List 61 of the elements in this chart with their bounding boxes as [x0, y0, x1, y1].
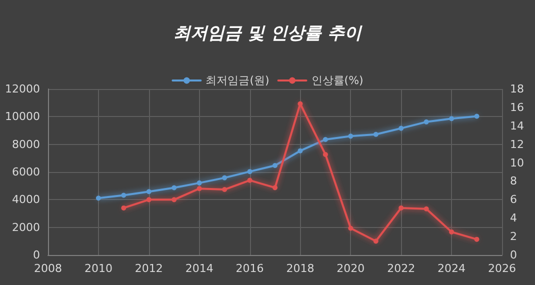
point [474, 236, 480, 242]
point [172, 185, 177, 190]
point [196, 186, 202, 192]
point [146, 189, 152, 194]
y2-tick-label: 2 [510, 230, 517, 244]
legend-label: 인상률(%) [311, 74, 364, 87]
x-tick-label: 2022 [387, 262, 416, 275]
x-tick-label: 2026 [488, 262, 516, 275]
y-tick-label: 4000 [12, 193, 40, 206]
point [272, 163, 278, 168]
point [322, 152, 328, 157]
y-tick-label: 12000 [5, 82, 40, 96]
point [247, 178, 252, 183]
point [322, 136, 328, 142]
y2-tick-label: 18 [510, 82, 524, 96]
point [222, 175, 228, 180]
point [449, 116, 454, 122]
point [222, 187, 228, 192]
point [96, 196, 101, 201]
point [121, 205, 126, 210]
point [247, 169, 252, 174]
point [373, 238, 378, 244]
x-tick-label: 2014 [185, 262, 214, 275]
y-tick-label: 2000 [12, 220, 40, 234]
point [348, 134, 354, 139]
x-tick-label: 2008 [34, 262, 62, 275]
y2-tick-label: 6 [510, 193, 517, 206]
point [424, 119, 429, 124]
point [348, 226, 354, 231]
point [121, 192, 126, 198]
y2-tick-label: 10 [510, 156, 524, 170]
point [398, 205, 404, 210]
point [424, 206, 429, 212]
point [474, 114, 480, 119]
point [172, 197, 177, 202]
x-tick-label: 2020 [336, 262, 365, 275]
point [398, 126, 404, 131]
y2-tick-label: 4 [510, 212, 517, 225]
y-tick-label: 6000 [12, 166, 40, 178]
x-tick-label: 2016 [236, 262, 264, 275]
y-tick-label: 0 [33, 248, 40, 262]
x-tick-label: 2012 [134, 262, 163, 275]
y2-tick-label: 12 [510, 138, 524, 151]
x-tick-label: 2024 [438, 262, 466, 275]
y2-tick-label: 0 [510, 248, 517, 262]
legend-label: 최저임금(원) [206, 74, 270, 87]
point [373, 132, 378, 137]
chart-title: 최저임금 및 인상률 추이 [174, 24, 362, 44]
point [298, 101, 303, 106]
x-tick-label: 2010 [84, 262, 112, 275]
point [272, 185, 278, 190]
point [449, 229, 454, 234]
y2-tick-label: 8 [510, 174, 517, 188]
y-tick-label: 10000 [5, 110, 40, 124]
point [196, 180, 202, 186]
point [146, 197, 152, 202]
y2-tick-label: 14 [510, 119, 524, 132]
y-tick-label: 8000 [12, 138, 40, 151]
point [298, 148, 303, 154]
x-tick-label: 2018 [286, 262, 314, 275]
y2-tick-label: 16 [510, 100, 524, 114]
